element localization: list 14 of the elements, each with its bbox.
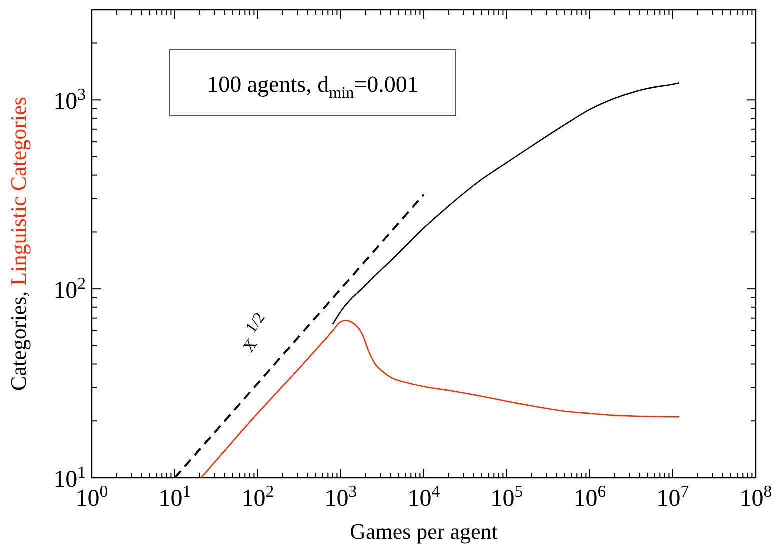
text: Categories, [6,291,31,391]
annotation: 100 agents, d$_{min}$=0.001 [207,72,419,102]
x-tick-label: 10$^{2}$ [242,482,274,512]
x-tick-label: 10$^{6}$ [574,482,606,512]
y-tick-label: 10$^{2}$ [54,274,86,304]
text: Linguistic Categories [6,97,31,292]
x-tick-label: 10$^{7}$ [656,482,690,512]
x-axis-title: Games per agent [350,519,498,544]
x-tick-label: 10$^{8}$ [740,482,772,512]
y-tick-label: 10$^{3}$ [54,84,86,116]
x-tick-label: 10$^{4}$ [408,482,441,512]
x-tick-label: 10$^{1}$ [158,482,192,512]
x-tick-label: 10$^{3}$ [324,482,358,512]
x-tick-label: 10$^{5}$ [490,482,524,512]
